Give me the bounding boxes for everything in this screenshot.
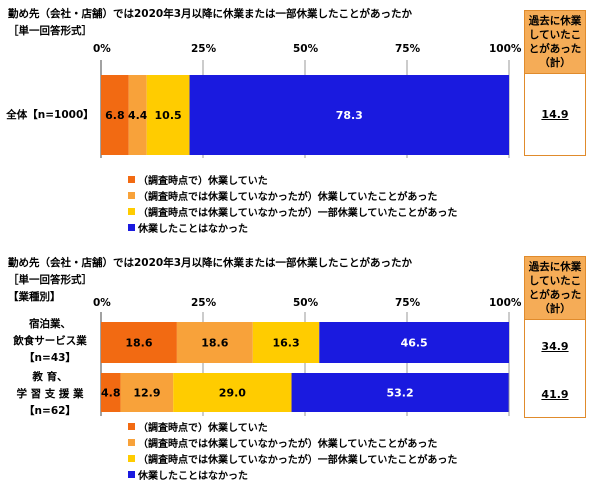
chart-2-subtitle-segment: 【業種別】 bbox=[8, 291, 61, 303]
chart-1-subtitle: ［単一回答形式］ bbox=[8, 25, 92, 37]
chart-2-legend-item-0: （調査時点で）休業していた bbox=[128, 418, 457, 434]
legend-swatch-suspended-at-survey bbox=[128, 422, 135, 430]
chart-2-label-r1-s3: 53.2 bbox=[386, 387, 413, 400]
chart-2-bar-r0-s2 bbox=[252, 322, 320, 363]
chart-1-summary-value-0: 14.9 bbox=[541, 108, 569, 121]
legend-label: （調査時点で）休業していた bbox=[138, 175, 268, 187]
chart-1-legend-item-1: （調査時点では休業していなかったが）休業していたことがあった bbox=[128, 187, 457, 203]
chart-1-bar-r0-s0 bbox=[101, 75, 129, 155]
chart-1-legend-item-3: 休業したことはなかった bbox=[128, 219, 457, 235]
chart-1-bar-r0-s3 bbox=[189, 75, 509, 155]
chart-1-summary-body: 14.9 bbox=[524, 74, 586, 156]
chart-2-bar-r1-s3 bbox=[291, 373, 509, 412]
chart-2-row-label-1: 教 育、 学 習 支 援 業 【n=62】 bbox=[2, 369, 98, 420]
row-label-line: 【n=62】 bbox=[24, 405, 76, 417]
chart-2-tick-0: 0% bbox=[93, 297, 111, 309]
chart-1-tick-25: 25% bbox=[191, 43, 217, 55]
legend-swatch-suspended-at-survey bbox=[128, 175, 135, 183]
chart-2-row-label-0: 宿泊業、 飲食サービス業 【n=43】 bbox=[2, 316, 98, 367]
chart-2-legend: （調査時点で）休業していた （調査時点では休業していなかったが）休業していたこと… bbox=[128, 418, 457, 482]
chart-1-bar-r0-s2 bbox=[146, 75, 190, 155]
chart-2-summary-body: 34.9 41.9 bbox=[524, 320, 586, 418]
chart-1-tick-75: 75% bbox=[395, 43, 421, 55]
chart-1-legend-item-2: （調査時点では休業していなかったが）一部休業していたことがあった bbox=[128, 203, 457, 219]
chart-2-tick-50: 50% bbox=[293, 297, 319, 309]
chart-2-label-r0-s2: 16.3 bbox=[272, 337, 299, 350]
legend-label: （調査時点で）休業していた bbox=[138, 422, 268, 434]
chart-2-label-r1-s1: 12.9 bbox=[133, 387, 160, 400]
row-label-line: 【n=43】 bbox=[24, 352, 76, 364]
chart-2-subtitle: ［単一回答形式］ bbox=[8, 274, 92, 286]
legend-label: （調査時点では休業していなかったが）休業していたことがあった bbox=[138, 438, 438, 450]
chart-1-tick-100: 100% bbox=[489, 43, 522, 55]
chart-2-label-r1-s0: 4.8 bbox=[101, 387, 121, 400]
chart-2-summary-value-0: 34.9 bbox=[541, 340, 569, 353]
chart-2-bar-r1-s1 bbox=[120, 373, 174, 412]
legend-swatch-suspended-before bbox=[128, 438, 135, 446]
chart-1-label-r0-s1: 4.4 bbox=[128, 109, 148, 122]
legend-label: （調査時点では休業していなかったが）休業していたことがあった bbox=[138, 191, 438, 203]
chart-2-bar-r0-s0 bbox=[101, 322, 177, 363]
chart-2-label-r0-s0: 18.6 bbox=[125, 337, 152, 350]
chart-2-label-r1-s2: 29.0 bbox=[219, 387, 246, 400]
chart-2-bar-r1-s0 bbox=[101, 373, 121, 412]
chart-2-summary-value-1: 41.9 bbox=[541, 388, 569, 401]
chart-2-label-r0-s1: 18.6 bbox=[201, 337, 228, 350]
legend-swatch-partial bbox=[128, 454, 135, 462]
legend-swatch-partial bbox=[128, 207, 135, 215]
chart-1-legend-item-0: （調査時点で）休業していた bbox=[128, 171, 457, 187]
chart-2-bar-r0-s1 bbox=[176, 322, 253, 363]
chart-2-tick-100: 100% bbox=[489, 297, 522, 309]
row-label-line: 学 習 支 援 業 bbox=[16, 388, 84, 400]
chart-1-title: 勤め先（会社・店舗）では2020年3月以降に休業または一部休業したことがあったか bbox=[8, 8, 413, 20]
legend-label: 休業したことはなかった bbox=[138, 223, 248, 235]
row-label-line: 教 育、 bbox=[32, 371, 68, 383]
legend-label: 休業したことはなかった bbox=[138, 470, 248, 482]
chart-1-label-r0-s2: 10.5 bbox=[155, 109, 182, 122]
row-label-line: 飲食サービス業 bbox=[13, 335, 87, 347]
chart-1-tick-0: 0% bbox=[93, 43, 111, 55]
chart-1-row-label: 全体【n=1000】 bbox=[6, 109, 94, 121]
chart-1-label-r0-s3: 78.3 bbox=[336, 109, 363, 122]
legend-label: （調査時点では休業していなかったが）一部休業していたことがあった bbox=[138, 207, 458, 219]
chart-2-label-r0-s3: 46.5 bbox=[401, 337, 428, 350]
legend-swatch-never bbox=[128, 223, 135, 231]
chart-2-legend-item-1: （調査時点では休業していなかったが）休業していたことがあった bbox=[128, 434, 457, 450]
chart-1-tick-50: 50% bbox=[293, 43, 319, 55]
chart-2-title: 勤め先（会社・店舗）では2020年3月以降に休業または一部休業したことがあったか bbox=[8, 257, 413, 269]
chart-1-bar-r0-s1 bbox=[128, 75, 147, 155]
row-label-line: 宿泊業、 bbox=[29, 318, 71, 330]
legend-label: （調査時点では休業していなかったが）一部休業していたことがあった bbox=[138, 454, 458, 466]
chart-1-summary-header: 過去に休業していたことがあった（計） bbox=[524, 10, 586, 74]
chart-2-summary-header: 過去に休業していたことがあった（計） bbox=[524, 256, 586, 320]
chart-2-legend-item-2: （調査時点では休業していなかったが）一部休業していたことがあった bbox=[128, 450, 457, 466]
chart-2-legend-item-3: 休業したことはなかった bbox=[128, 466, 457, 482]
chart-1-label-r0-s0: 6.8 bbox=[105, 109, 125, 122]
chart-2-tick-25: 25% bbox=[191, 297, 217, 309]
chart-2-bar-r0-s3 bbox=[319, 322, 509, 363]
legend-swatch-never bbox=[128, 470, 135, 478]
chart-1-legend: （調査時点で）休業していた （調査時点では休業していなかったが）休業していたこと… bbox=[128, 171, 457, 235]
chart-2-bar-r1-s2 bbox=[173, 373, 292, 412]
legend-swatch-suspended-before bbox=[128, 191, 135, 199]
chart-2-tick-75: 75% bbox=[395, 297, 421, 309]
